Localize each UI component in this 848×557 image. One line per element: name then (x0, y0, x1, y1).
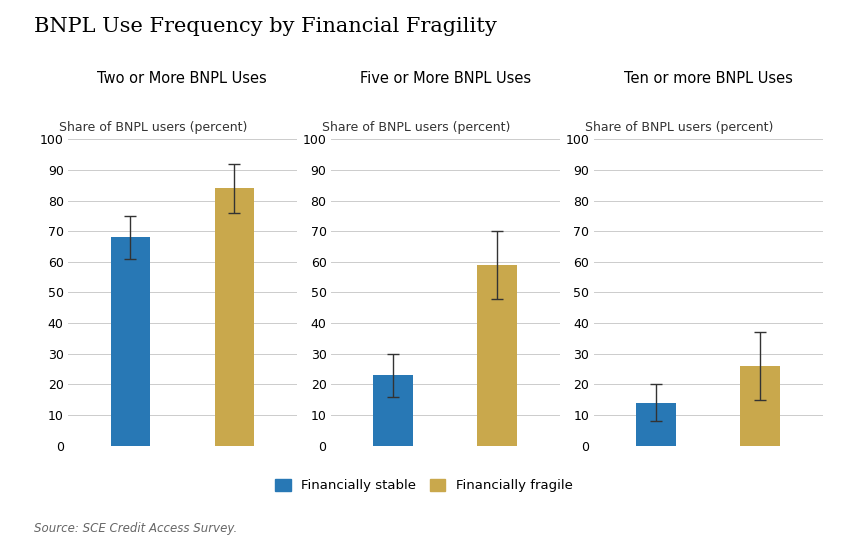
Text: Five or More BNPL Uses: Five or More BNPL Uses (360, 71, 531, 86)
Text: BNPL Use Frequency by Financial Fragility: BNPL Use Frequency by Financial Fragilit… (34, 17, 497, 36)
Bar (110, 237, 150, 446)
Legend: Financially stable, Financially fragile: Financially stable, Financially fragile (270, 473, 578, 497)
Bar (636, 403, 676, 446)
Text: Two or More BNPL Uses: Two or More BNPL Uses (98, 71, 267, 86)
Text: Share of BNPL users (percent): Share of BNPL users (percent) (322, 121, 510, 134)
Text: Source: SCE Credit Access Survey.: Source: SCE Credit Access Survey. (34, 522, 237, 535)
Bar (215, 188, 254, 446)
Bar (373, 375, 413, 446)
Text: Share of BNPL users (percent): Share of BNPL users (percent) (585, 121, 773, 134)
Text: Ten or more BNPL Uses: Ten or more BNPL Uses (623, 71, 793, 86)
Bar (740, 366, 780, 446)
Bar (477, 265, 517, 446)
Text: Share of BNPL users (percent): Share of BNPL users (percent) (59, 121, 248, 134)
